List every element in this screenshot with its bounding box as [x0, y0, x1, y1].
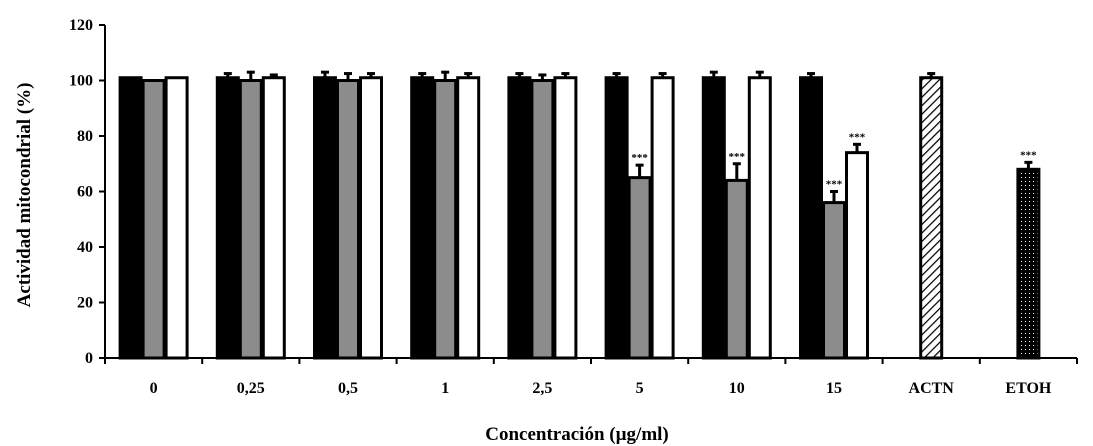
bar-1-1 — [238, 79, 263, 360]
significance-label-1-6: *** — [729, 151, 746, 163]
bar-2-4 — [553, 76, 578, 360]
bar-0-4 — [507, 76, 532, 360]
bar-1-4 — [530, 79, 555, 360]
x-tick-label-2: 0,5 — [338, 380, 358, 397]
bar-1-3 — [433, 79, 458, 360]
bar-0-5 — [604, 76, 629, 360]
x-tick-label-6: 10 — [729, 380, 745, 397]
labels-layer: 0 0,25 0,5 1 2,5 *** 5 *** 10 *** *** 15 ACTN *** ETOH… — [69, 17, 1052, 397]
bar-2-6 — [747, 76, 772, 360]
bar-2-7 — [845, 151, 869, 360]
x-tick-label-3: 1 — [441, 380, 449, 397]
bar-2-5 — [650, 76, 675, 360]
bar-1-7 — [822, 201, 846, 360]
y-tick-label-0: 0 — [85, 350, 93, 367]
bar-1-5 — [627, 176, 652, 360]
bar-3-8 — [919, 76, 944, 360]
x-tick-label-7: 15 — [826, 380, 842, 397]
y-tick-label-5: 100 — [69, 73, 93, 90]
x-tick-label-5: 5 — [636, 380, 644, 397]
x-tick-label-4: 2,5 — [532, 380, 552, 397]
bar-0-1 — [215, 76, 240, 360]
bar-2-0 — [164, 76, 189, 360]
bar-0-3 — [410, 76, 435, 360]
y-tick-label-4: 80 — [77, 128, 93, 145]
significance-label-4-9: *** — [1020, 149, 1037, 161]
bar-0-0 — [118, 76, 143, 360]
bar-2-3 — [456, 76, 481, 360]
significance-label-2-7: *** — [849, 131, 866, 143]
bar-0-7 — [799, 76, 823, 360]
y-tick-label-1: 20 — [77, 295, 93, 312]
bar-2-2 — [359, 76, 383, 360]
bar-0-2 — [313, 76, 337, 360]
x-axis-title: Concentración (µg/ml) — [485, 424, 669, 445]
x-tick-label-1: 0,25 — [237, 380, 265, 397]
bar-1-0 — [141, 79, 166, 360]
bar-1-2 — [336, 79, 360, 360]
bar-0-6 — [701, 76, 726, 360]
y-tick-label-2: 40 — [77, 239, 93, 256]
bar-2-1 — [261, 76, 286, 360]
y-axis-title: Actividad mitocondrial (%) — [14, 83, 35, 308]
bar-4-9 — [1016, 167, 1041, 360]
bars-layer — [118, 70, 1041, 360]
axes-layer — [99, 24, 1078, 364]
x-tick-label-0: 0 — [150, 380, 158, 397]
significance-label-1-5: *** — [631, 152, 648, 164]
y-tick-label-3: 60 — [77, 184, 93, 201]
bar-1-6 — [724, 178, 749, 360]
x-tick-label-8: ACTN — [909, 380, 955, 397]
significance-label-1-7: *** — [826, 179, 843, 191]
y-tick-label-6: 120 — [69, 17, 93, 34]
x-tick-label-9: ETOH — [1005, 380, 1052, 397]
